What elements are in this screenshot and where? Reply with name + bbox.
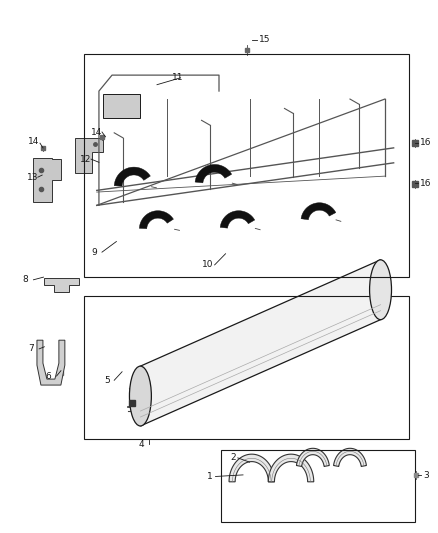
Text: 12: 12	[80, 155, 92, 164]
Text: 13: 13	[27, 173, 39, 182]
Polygon shape	[195, 165, 232, 183]
Text: 14: 14	[91, 127, 102, 136]
Text: 15: 15	[259, 35, 271, 44]
Polygon shape	[297, 448, 329, 466]
Bar	[103, 94, 141, 118]
Polygon shape	[75, 138, 103, 173]
Polygon shape	[44, 278, 79, 292]
Text: 1: 1	[207, 472, 212, 481]
Polygon shape	[229, 454, 275, 482]
Text: 16: 16	[420, 179, 431, 188]
Text: 10: 10	[201, 261, 213, 269]
Text: 8: 8	[22, 275, 28, 284]
Polygon shape	[301, 203, 336, 220]
Bar	[84, 54, 409, 277]
Polygon shape	[220, 211, 255, 228]
Bar	[84, 296, 409, 439]
Text: 11: 11	[172, 73, 184, 82]
Polygon shape	[37, 340, 65, 385]
Polygon shape	[139, 211, 173, 229]
Text: 4: 4	[139, 440, 144, 449]
Bar	[221, 450, 416, 522]
Text: 6: 6	[46, 372, 51, 381]
Text: 16: 16	[420, 138, 431, 147]
Text: 2: 2	[231, 454, 237, 463]
Polygon shape	[268, 454, 314, 482]
Polygon shape	[334, 448, 367, 466]
Polygon shape	[141, 260, 381, 426]
Text: 3: 3	[424, 471, 429, 480]
Polygon shape	[32, 158, 61, 201]
Text: 5: 5	[104, 376, 110, 385]
Text: 9: 9	[92, 248, 97, 257]
Text: 7: 7	[28, 344, 34, 353]
Polygon shape	[114, 167, 150, 186]
Text: 14: 14	[28, 137, 39, 146]
Ellipse shape	[130, 366, 152, 426]
Ellipse shape	[370, 260, 392, 320]
